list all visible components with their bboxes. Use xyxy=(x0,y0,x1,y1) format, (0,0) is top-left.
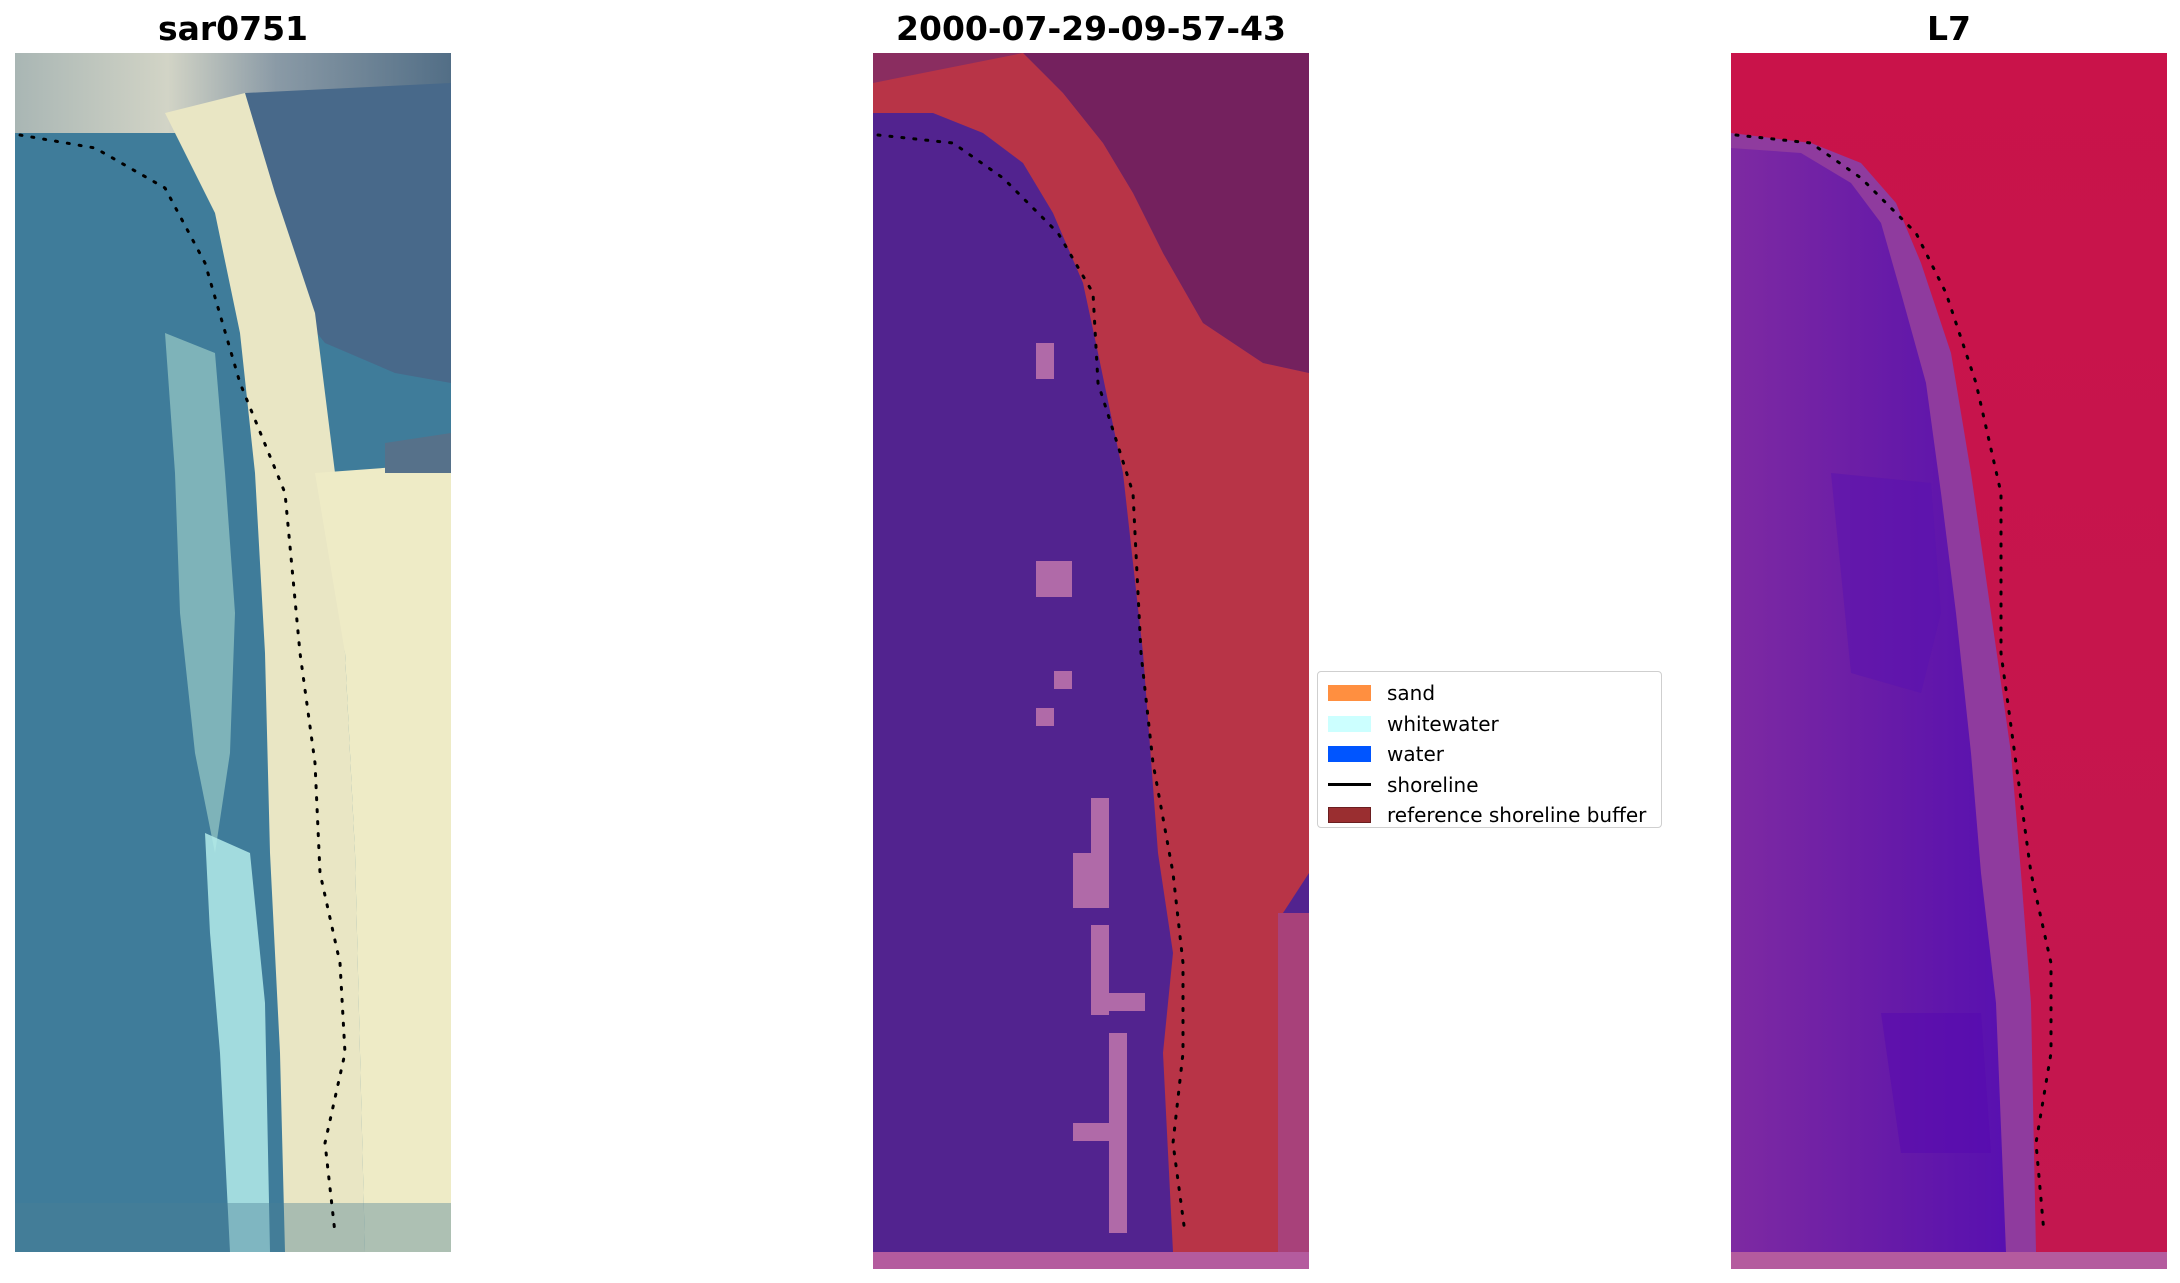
legend-label: shoreline xyxy=(1387,772,1479,797)
legend-item-reference-buffer: reference shoreline buffer xyxy=(1328,800,1651,831)
index-image xyxy=(1731,53,2167,1252)
legend-swatch-sand xyxy=(1328,685,1371,702)
legend: sand whitewater water shoreline referenc… xyxy=(1317,671,1662,828)
legend-swatch-whitewater xyxy=(1328,715,1371,732)
classification-bottom-strip xyxy=(873,1252,1309,1269)
rgb-image xyxy=(15,53,451,1252)
legend-item-sand: sand xyxy=(1328,678,1651,709)
classification-image xyxy=(873,53,1309,1252)
rgb-image-panel xyxy=(15,53,451,1252)
legend-swatch-water xyxy=(1328,746,1371,763)
shoreline-rgb xyxy=(18,133,347,1235)
legend-label: whitewater xyxy=(1387,711,1499,736)
legend-item-whitewater: whitewater xyxy=(1328,709,1651,740)
legend-swatch-reference-buffer xyxy=(1328,807,1371,824)
legend-label: reference shoreline buffer xyxy=(1387,803,1647,828)
panel-title-rgb: sar0751 xyxy=(157,9,309,48)
legend-item-water: water xyxy=(1328,739,1651,770)
legend-swatch-shoreline xyxy=(1328,783,1371,787)
legend-label: water xyxy=(1387,742,1444,767)
index-bottom-strip xyxy=(1731,1252,2167,1269)
panel-title-index: L7 xyxy=(1927,9,1971,48)
classification-panel xyxy=(873,53,1309,1269)
panel-title-classification: 2000-07-29-09-57-43 xyxy=(896,9,1286,48)
legend-item-shoreline: shoreline xyxy=(1328,770,1651,801)
legend-label: sand xyxy=(1387,681,1436,706)
index-image-panel xyxy=(1731,53,2167,1269)
